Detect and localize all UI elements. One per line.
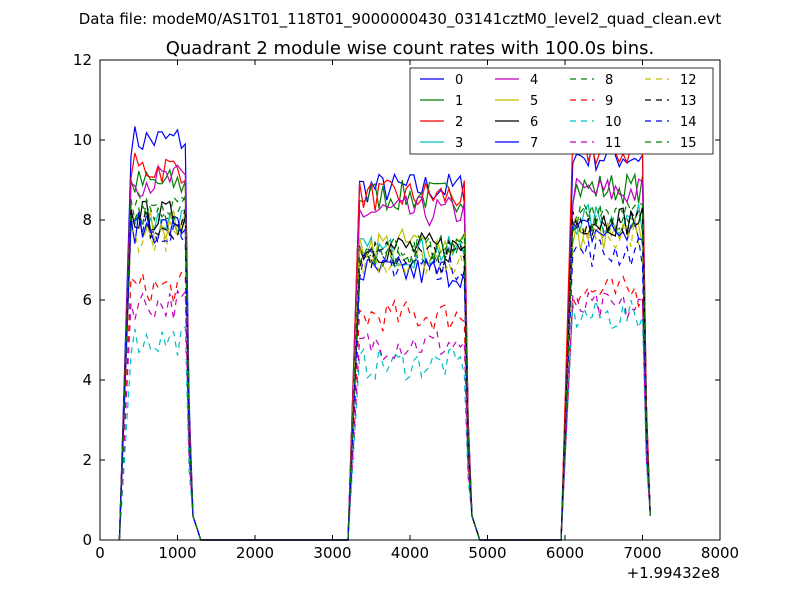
legend-label-9: 9 xyxy=(605,94,613,109)
series-line-7 xyxy=(118,212,651,541)
legend-box xyxy=(409,67,714,155)
x-tick-label: 0 xyxy=(95,544,105,562)
y-tick-label: 4 xyxy=(82,371,92,389)
series-line-14 xyxy=(118,214,651,541)
series-line-12 xyxy=(118,215,651,541)
legend-label-11: 11 xyxy=(605,136,622,151)
legend-label-2: 2 xyxy=(455,115,463,130)
legend-label-4: 4 xyxy=(530,73,538,88)
legend-label-1: 1 xyxy=(455,94,463,109)
x-tick-label: 6000 xyxy=(546,544,584,562)
y-tick-label: 12 xyxy=(73,51,92,69)
series-line-1 xyxy=(118,168,651,541)
axis-ticks: 0 1000 2000 3000 4000 5000 6000 7000 80000246810… xyxy=(73,51,739,562)
y-tick-label: 0 xyxy=(82,531,92,549)
legend-label-14: 14 xyxy=(680,115,697,130)
legend-label-13: 13 xyxy=(680,94,697,109)
legend-label-8: 8 xyxy=(605,73,613,88)
x-tick-label: 8000 xyxy=(701,544,739,562)
plot-lines xyxy=(118,126,651,541)
series-line-6 xyxy=(118,200,651,541)
legend-label-0: 0 xyxy=(455,73,463,88)
x-tick-label: 1000 xyxy=(158,544,196,562)
legend-label-6: 6 xyxy=(530,115,538,130)
series-line-10 xyxy=(118,299,651,541)
y-tick-label: 10 xyxy=(73,131,92,149)
x-offset-label: +1.99432e8 xyxy=(627,564,720,582)
legend-label-12: 12 xyxy=(680,73,697,88)
chart-title: Quadrant 2 module wise count rates with … xyxy=(166,38,655,59)
x-tick-label: 3000 xyxy=(313,544,351,562)
legend-label-3: 3 xyxy=(455,136,463,151)
suptitle: Data file: modeM0/AS1T01_118T01_90000004… xyxy=(79,10,722,29)
x-tick-label: 7000 xyxy=(623,544,661,562)
series-line-5 xyxy=(118,209,651,541)
y-tick-label: 8 xyxy=(82,211,92,229)
series-line-8 xyxy=(118,192,651,541)
x-tick-label: 4000 xyxy=(391,544,429,562)
x-tick-label: 5000 xyxy=(468,544,506,562)
x-tick-label: 2000 xyxy=(236,544,274,562)
legend-label-5: 5 xyxy=(530,94,538,109)
legend-label-10: 10 xyxy=(605,115,622,130)
y-tick-label: 2 xyxy=(82,451,92,469)
legend-label-7: 7 xyxy=(530,136,538,151)
series-line-13 xyxy=(118,207,651,541)
series-line-4 xyxy=(118,164,651,541)
y-tick-label: 6 xyxy=(82,291,92,309)
series-line-11 xyxy=(118,289,651,541)
legend-label-15: 15 xyxy=(680,136,697,151)
